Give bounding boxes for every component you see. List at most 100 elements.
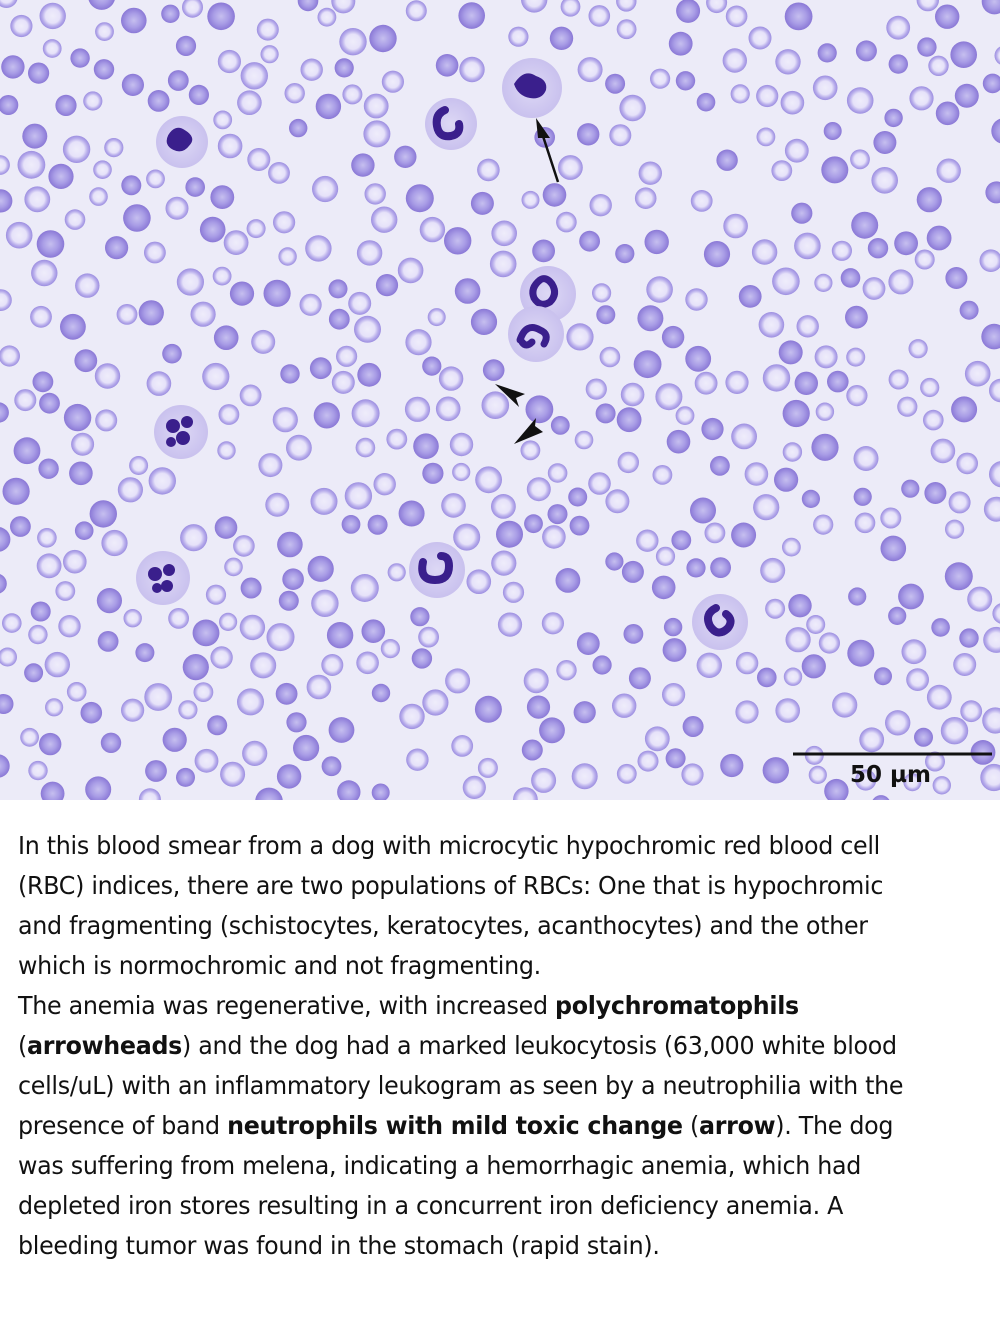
hypochromic-rbc bbox=[909, 86, 934, 111]
normochromic-rbc bbox=[313, 402, 340, 429]
hypochromic-rbc bbox=[168, 608, 190, 629]
hypochromic-rbc bbox=[508, 26, 529, 47]
caption-paragraph-1: In this blood smear from a dog with micr… bbox=[18, 831, 884, 980]
hypochromic-rbc bbox=[908, 339, 928, 359]
normochromic-rbc bbox=[524, 514, 543, 534]
hypochromic-rbc bbox=[982, 707, 1000, 734]
hypochromic-rbc bbox=[722, 48, 747, 73]
normochromic-rbc bbox=[840, 268, 861, 288]
hypochromic-rbc bbox=[616, 0, 637, 12]
hypochromic-rbc bbox=[694, 371, 718, 395]
normochromic-rbc bbox=[185, 177, 205, 197]
hypochromic-rbc bbox=[256, 18, 279, 41]
normochromic-rbc bbox=[738, 285, 762, 308]
hypochromic-rbc bbox=[58, 615, 81, 638]
hypochromic-rbc bbox=[989, 461, 1000, 488]
neutrophil bbox=[154, 405, 208, 459]
normochromic-rbc bbox=[192, 619, 220, 647]
normochromic-rbc bbox=[774, 467, 799, 492]
normochromic-rbc bbox=[27, 62, 50, 84]
hypochromic-rbc bbox=[775, 49, 801, 75]
hypochromic-rbc bbox=[116, 304, 138, 325]
normochromic-rbc bbox=[357, 362, 382, 387]
hypochromic-rbc bbox=[675, 406, 695, 425]
normochromic-rbc bbox=[93, 59, 115, 80]
normochromic-rbc bbox=[40, 781, 65, 800]
normochromic-rbc bbox=[845, 305, 868, 329]
hypochromic-rbc bbox=[452, 462, 471, 482]
normochromic-rbc bbox=[901, 479, 920, 498]
normochromic-rbc bbox=[161, 4, 180, 23]
arrowhead-icon bbox=[514, 418, 543, 444]
hypochromic-rbc bbox=[992, 603, 1000, 624]
hypochromic-rbc bbox=[914, 249, 935, 270]
annotations: 50 µm bbox=[495, 118, 992, 788]
hypochromic-rbc bbox=[176, 268, 204, 296]
polychromatophils-term: polychromatophils bbox=[555, 991, 799, 1020]
hypochromic-rbc bbox=[771, 160, 793, 182]
normochromic-rbc bbox=[167, 70, 189, 91]
normochromic-rbc bbox=[496, 520, 523, 548]
hypochromic-rbc bbox=[363, 120, 391, 148]
normochromic-rbc bbox=[661, 325, 685, 349]
hypochromic-rbc bbox=[451, 735, 474, 757]
normochromic-rbc bbox=[328, 717, 355, 743]
normochromic-rbc bbox=[621, 560, 644, 583]
normochromic-rbc bbox=[898, 583, 924, 610]
normochromic-rbc bbox=[970, 740, 996, 765]
hypochromic-rbc bbox=[344, 482, 373, 510]
hypochromic-rbc bbox=[0, 647, 17, 667]
normochromic-rbc bbox=[577, 123, 600, 146]
hypochromic-rbc bbox=[363, 93, 389, 119]
hypochromic-rbc bbox=[350, 574, 379, 602]
normochromic-rbc bbox=[945, 267, 968, 289]
hypochromic-rbc bbox=[846, 385, 868, 407]
normochromic-rbc bbox=[458, 2, 486, 29]
normochromic-rbc bbox=[935, 4, 960, 29]
hypochromic-rbc bbox=[521, 190, 540, 209]
normochromic-rbc bbox=[0, 574, 7, 594]
hypochromic-rbc bbox=[364, 183, 386, 205]
hypochromic-rbc bbox=[356, 651, 379, 675]
hypochromic-rbc bbox=[83, 91, 103, 111]
hypochromic-rbc bbox=[217, 133, 243, 159]
hypochromic-rbc bbox=[266, 623, 295, 652]
hypochromic-rbc bbox=[964, 360, 991, 387]
normochromic-rbc bbox=[470, 191, 494, 215]
hypochromic-rbc bbox=[258, 453, 283, 478]
hypochromic-rbc bbox=[405, 0, 427, 22]
hypochromic-rbc bbox=[644, 726, 670, 752]
normochromic-rbc bbox=[731, 522, 757, 548]
normochromic-rbc bbox=[38, 458, 59, 479]
hypochromic-rbc bbox=[967, 586, 993, 612]
normochromic-rbc bbox=[207, 2, 235, 31]
arrowheads-term: arrowheads bbox=[26, 1031, 183, 1060]
hypochromic-rbc bbox=[936, 158, 961, 183]
normochromic-rbc bbox=[69, 461, 93, 486]
normochromic-rbc bbox=[874, 667, 892, 686]
hypochromic-rbc bbox=[246, 219, 266, 239]
hypochromic-rbc bbox=[888, 269, 914, 295]
hypochromic-rbc bbox=[871, 167, 898, 194]
hypochromic-rbc bbox=[612, 693, 637, 718]
normochromic-rbc bbox=[280, 364, 300, 384]
normochromic-rbc bbox=[542, 183, 567, 207]
hypochromic-rbc bbox=[239, 614, 266, 641]
hypochromic-rbc bbox=[265, 492, 290, 517]
hypochromic-rbc bbox=[980, 763, 1000, 792]
normochromic-rbc bbox=[0, 402, 9, 423]
hypochromic-rbc bbox=[0, 0, 18, 8]
hypochromic-rbc bbox=[762, 364, 791, 392]
normochromic-rbc bbox=[981, 0, 1000, 15]
hypochromic-rbc bbox=[312, 175, 339, 203]
normochromic-rbc bbox=[413, 433, 439, 460]
hypochromic-rbc bbox=[419, 216, 446, 243]
hypochromic-rbc bbox=[14, 389, 37, 412]
hypochromic-rbc bbox=[399, 703, 425, 730]
hypochromic-rbc bbox=[449, 432, 474, 457]
normochromic-rbc bbox=[894, 231, 918, 256]
hypochromic-rbc bbox=[475, 466, 502, 494]
hypochromic-rbc bbox=[585, 378, 607, 400]
normochromic-rbc bbox=[367, 514, 388, 535]
hypochromic-rbc bbox=[948, 491, 971, 514]
